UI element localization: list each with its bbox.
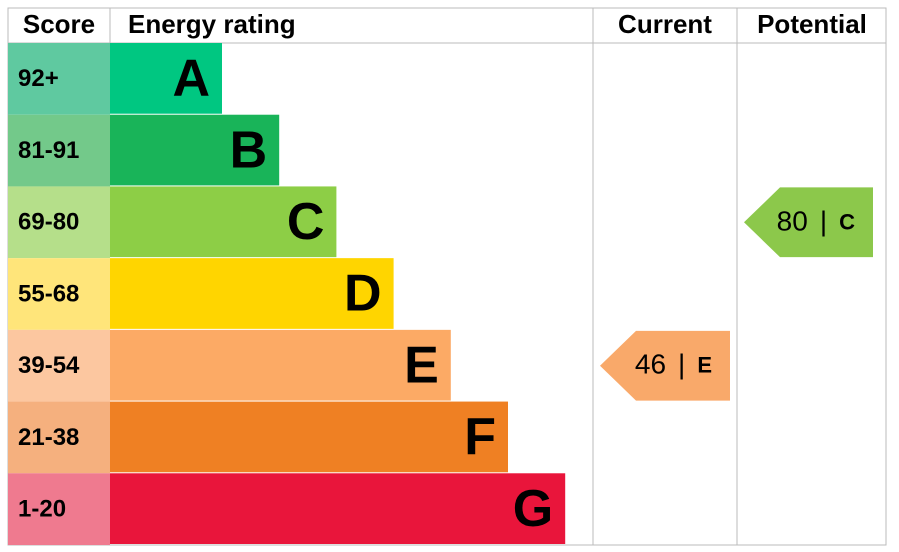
rating-bar bbox=[110, 329, 451, 401]
rating-letter: B bbox=[230, 121, 268, 179]
rating-letter: C bbox=[839, 209, 855, 234]
header: Current bbox=[618, 9, 712, 39]
rating-separator: | bbox=[678, 349, 685, 380]
score-cell bbox=[8, 114, 110, 187]
score-cell bbox=[8, 186, 110, 259]
rating-value: 46 bbox=[635, 349, 666, 380]
score-cell bbox=[8, 401, 110, 474]
rating-bar bbox=[110, 43, 222, 114]
score-label: 81-91 bbox=[18, 137, 79, 164]
score-cell bbox=[8, 258, 110, 330]
rating-arrow bbox=[744, 187, 873, 258]
rating-letter: G bbox=[513, 480, 553, 538]
rating-bar bbox=[110, 114, 280, 186]
rating-letter: F bbox=[464, 408, 496, 466]
rating-bar bbox=[110, 473, 566, 544]
current-indicator: 46 | E bbox=[600, 330, 730, 401]
score-label: 21-38 bbox=[18, 424, 79, 451]
rating-label: 80 | C bbox=[777, 206, 855, 237]
rating-bar bbox=[110, 401, 508, 473]
rating-letter: D bbox=[344, 265, 382, 323]
header: Score bbox=[23, 9, 95, 39]
rating-letter: A bbox=[172, 50, 210, 108]
score-label: 1-20 bbox=[18, 495, 66, 522]
rating-arrow bbox=[600, 330, 730, 401]
score-cell bbox=[8, 43, 110, 115]
rating-bar bbox=[110, 258, 394, 329]
header: Potential bbox=[757, 9, 867, 39]
rating-letter: C bbox=[287, 193, 325, 251]
rating-letter: E bbox=[404, 336, 439, 394]
potential-indicator: 80 | C bbox=[744, 187, 873, 258]
rating-letter: E bbox=[697, 353, 712, 378]
rating-bar bbox=[110, 186, 337, 258]
score-label: 55-68 bbox=[18, 280, 79, 307]
rating-value: 80 bbox=[777, 206, 808, 237]
header: Energy rating bbox=[128, 9, 296, 39]
score-label: 39-54 bbox=[18, 352, 80, 379]
score-label: 69-80 bbox=[18, 209, 79, 236]
score-cell bbox=[8, 329, 110, 402]
score-label: 92+ bbox=[18, 65, 59, 92]
rating-separator: | bbox=[820, 206, 827, 237]
rating-label: 46 | E bbox=[635, 349, 712, 380]
score-cell bbox=[8, 473, 110, 545]
